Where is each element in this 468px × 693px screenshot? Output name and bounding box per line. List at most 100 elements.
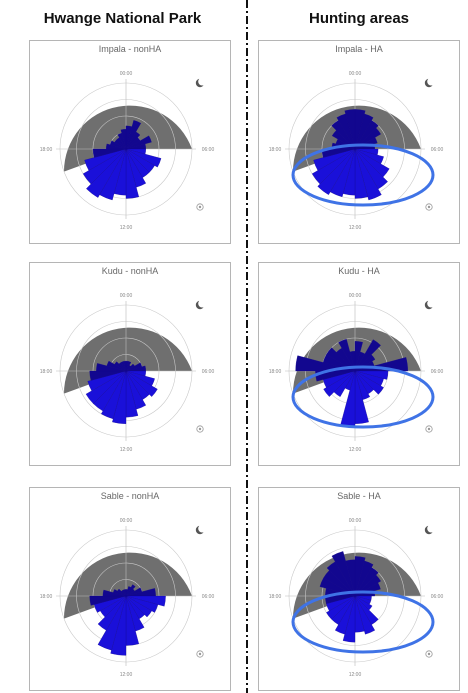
sun-icon (425, 425, 433, 433)
tick-label: 00:00 (349, 71, 362, 77)
activity-bar (114, 361, 127, 372)
tick-label: 06:00 (431, 369, 444, 375)
tick-label: 06:00 (202, 147, 215, 153)
tick-label: 18:00 (40, 369, 53, 375)
activity-bar (92, 148, 127, 158)
moon-icon (424, 524, 436, 535)
tick-label: 00:00 (349, 293, 362, 299)
activity-bar (125, 148, 139, 199)
activity-bar (82, 148, 127, 185)
polar-chart: 00:00 06:00 12:00 18:00 (269, 71, 444, 231)
activity-bar (354, 148, 368, 199)
tick-label: 00:00 (120, 293, 133, 299)
tick-label: 18:00 (269, 369, 282, 375)
panel-title: Kudu - HA (338, 266, 380, 276)
panel-title: Kudu - nonHA (101, 266, 159, 276)
panel-title: Impala - HA (335, 44, 383, 54)
moon-icon (195, 299, 207, 310)
activity-bar (334, 595, 356, 635)
sun-icon (196, 203, 204, 211)
highlight-ellipse (291, 590, 435, 654)
polar-chart: 00:00 06:00 12:00 18:00 (269, 293, 444, 453)
activity-bar (317, 148, 356, 195)
moon-icon (424, 299, 436, 310)
activity-bar (97, 595, 127, 651)
activity-bar (85, 370, 127, 404)
polar-chart: 00:00 06:00 12:00 18:00 (40, 518, 215, 678)
panel-kudu-nonha: Kudu - nonHA 00:00 06:00 12:00 18:00 (29, 262, 231, 466)
panel-sable-ha: Sable - HA 00:00 06:00 12:00 18:00 (258, 487, 460, 691)
sun-icon (196, 425, 204, 433)
activity-bar (86, 148, 127, 198)
panel-kudu-ha: Kudu - HA 00:00 06:00 12:00 18:00 (258, 262, 460, 466)
panel-sable-nonha: Sable - nonHA 00:00 06:00 12:00 18:00 (29, 487, 231, 691)
tick-label: 18:00 (269, 147, 282, 153)
activity-bar (113, 589, 127, 597)
tick-label: 18:00 (40, 147, 53, 153)
tick-label: 18:00 (40, 594, 53, 600)
activity-bar (125, 148, 162, 168)
activity-bar (101, 370, 127, 419)
moon-icon (195, 77, 207, 88)
activity-bar (311, 148, 356, 185)
activity-bar (109, 140, 127, 150)
panel-title: Sable - nonHA (100, 491, 160, 501)
tick-label: 06:00 (202, 594, 215, 600)
moon-icon (424, 77, 436, 88)
activity-bar (125, 584, 136, 597)
activity-bar (345, 559, 356, 597)
highlight-ellipse (291, 143, 435, 207)
activity-bar (125, 131, 141, 150)
tick-label: 06:00 (431, 147, 444, 153)
activity-bar (321, 148, 356, 158)
activity-bar (84, 148, 127, 171)
activity-bar (326, 347, 356, 372)
panel-title: Impala - nonHA (98, 44, 162, 54)
polar-chart: 00:00 06:00 12:00 18:00 (40, 71, 215, 231)
tick-label: 18:00 (269, 594, 282, 600)
activity-bar (354, 370, 384, 395)
panel-impala-nonha: Impala - nonHA 00:00 06:00 12:00 18:00 (29, 40, 231, 244)
activity-bar (354, 560, 374, 597)
activity-bar (117, 588, 127, 597)
activity-bar (120, 129, 127, 150)
activity-bar (354, 339, 381, 372)
activity-bar (354, 595, 376, 635)
tick-label: 00:00 (120, 518, 133, 524)
tick-label: 12:00 (349, 225, 362, 231)
activity-bar (331, 551, 356, 597)
activity-bar (354, 120, 379, 150)
activity-bar (89, 370, 127, 381)
activity-bar (323, 370, 356, 397)
activity-bar (87, 370, 127, 392)
activity-bar (124, 589, 127, 597)
tick-label: 12:00 (349, 672, 362, 678)
activity-bar (326, 595, 356, 620)
activity-bar (125, 120, 142, 150)
tick-label: 12:00 (120, 225, 133, 231)
polar-chart: 00:00 06:00 12:00 18:00 (269, 518, 444, 678)
panel-title: Sable - HA (337, 491, 381, 501)
tick-label: 06:00 (431, 594, 444, 600)
polar-chart: 00:00 06:00 12:00 18:00 (40, 293, 215, 453)
activity-bar (97, 595, 127, 631)
activity-bar (344, 109, 356, 150)
sun-icon (196, 650, 204, 658)
activity-bar (354, 148, 382, 201)
tick-label: 12:00 (349, 447, 362, 453)
tick-label: 12:00 (120, 447, 133, 453)
sun-icon (425, 203, 433, 211)
activity-bar (125, 595, 159, 613)
activity-bar (313, 148, 356, 171)
tick-label: 06:00 (202, 369, 215, 375)
activity-bar (123, 360, 127, 372)
activity-bar (354, 113, 374, 150)
activity-bar (89, 595, 127, 606)
tick-label: 00:00 (349, 518, 362, 524)
activity-bar (338, 338, 356, 372)
panel-impala-ha: Impala - HA 00:00 06:00 12:00 18:00 (258, 40, 460, 244)
column-title-hunting-areas: Hunting areas (308, 10, 410, 27)
column-title-hwange: Hwange National Park (43, 10, 202, 27)
tick-label: 12:00 (120, 672, 133, 678)
activity-bar (125, 135, 152, 150)
